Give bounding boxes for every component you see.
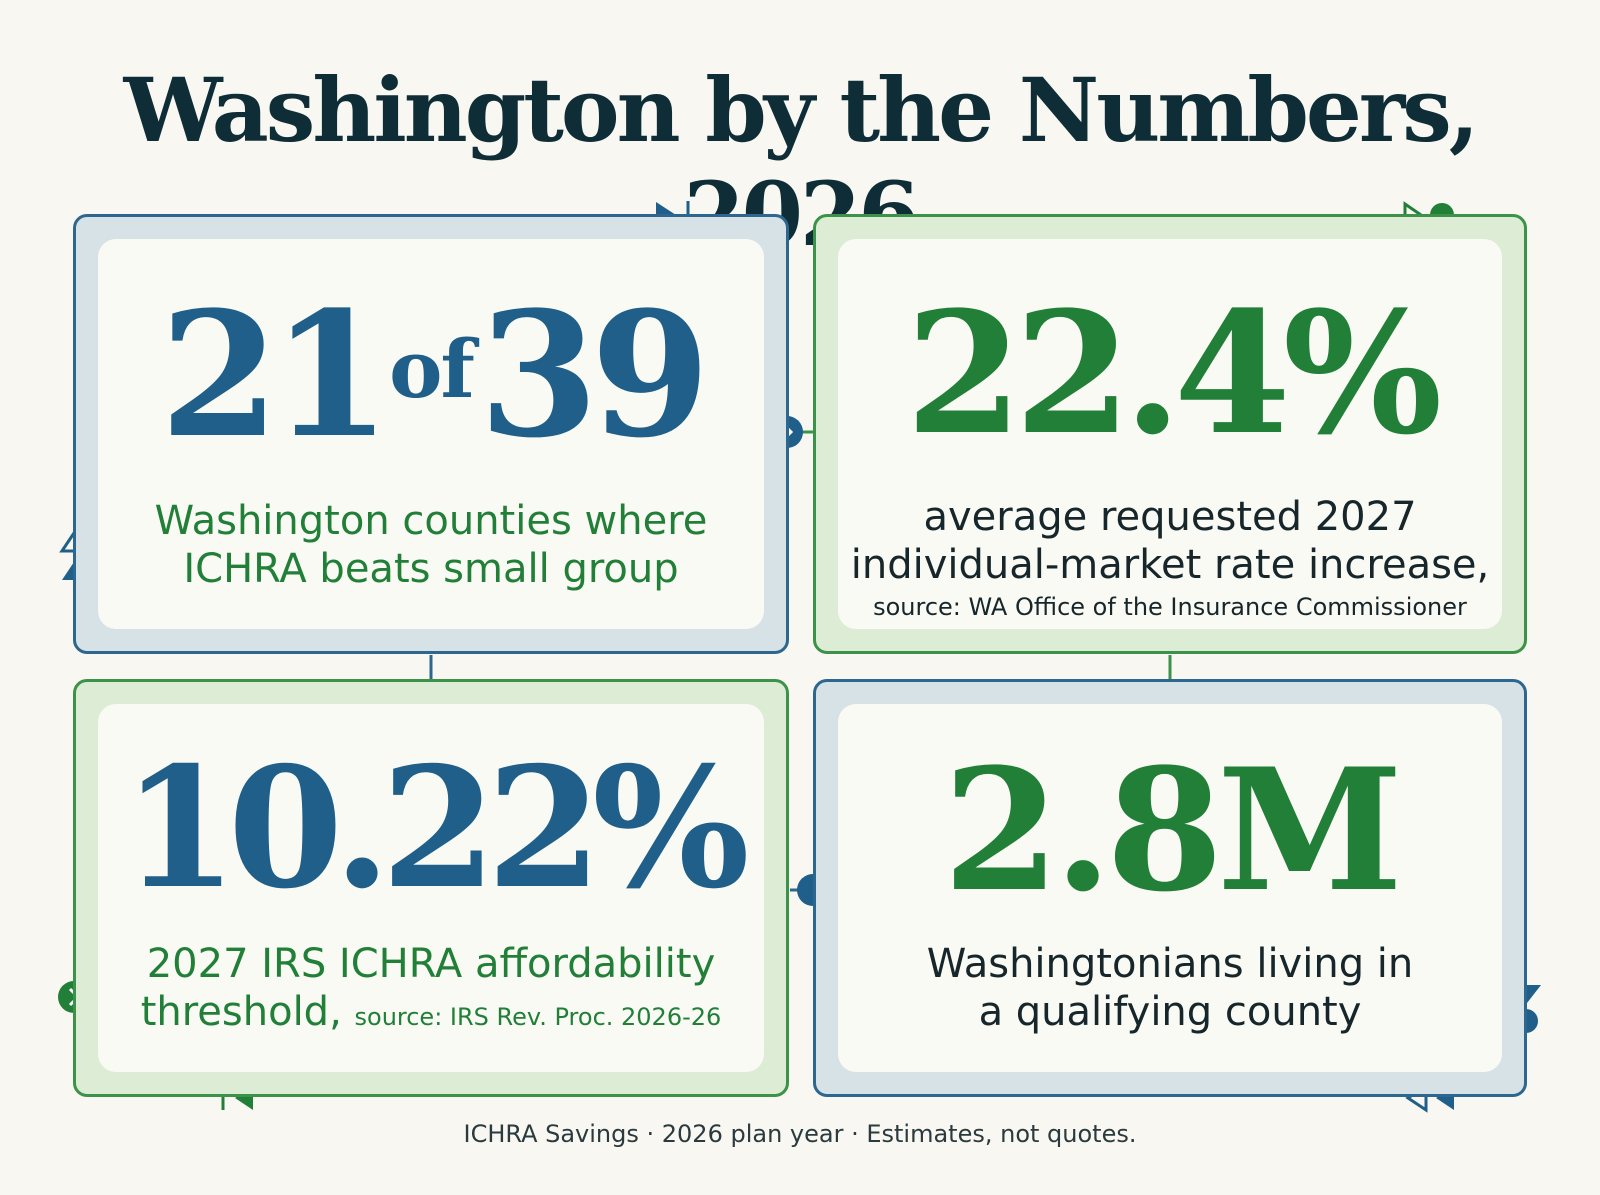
footer-note: ICHRA Savings · 2026 plan year · Estimat…	[463, 1120, 1137, 1148]
stat-source: source: IRS Rev. Proc. 2026-26	[354, 1003, 722, 1031]
card-inner	[838, 239, 1502, 629]
stat-label: average requested 2027 individual-market…	[816, 493, 1524, 622]
stat-value-a: 21	[159, 273, 391, 476]
stat-card-counties: 21of39 Washington counties where ICHRA b…	[73, 214, 789, 654]
stat-label: Washingtonians living in a qualifying co…	[816, 940, 1524, 1036]
label-line: individual-market rate increase,	[850, 542, 1490, 588]
label-line: 2027 IRS ICHRA affordability	[146, 941, 716, 987]
stat-label: 2027 IRS ICHRA affordability threshold, …	[76, 940, 786, 1036]
stat-joiner: of	[389, 322, 475, 416]
stat-value-b: 39	[478, 273, 710, 476]
label-line: a qualifying county	[978, 989, 1362, 1035]
stat-source: source: WA Office of the Insurance Commi…	[873, 593, 1467, 621]
stat-card-population: 2.8M Washingtonians living in a qualifyi…	[813, 679, 1527, 1097]
card-inner	[838, 704, 1502, 1072]
label-line: threshold,	[140, 989, 342, 1035]
label-line: ICHRA beats small group	[183, 546, 679, 592]
card-inner	[98, 704, 764, 1072]
stat-card-affordability: 10.22% 2027 IRS ICHRA affordability thre…	[73, 679, 789, 1097]
stat-value: 10.22%	[122, 731, 750, 926]
label-line: Washingtonians living in	[926, 941, 1414, 987]
stat-label: Washington counties where ICHRA beats sm…	[76, 497, 786, 593]
stat-value: 22.4%	[905, 274, 1443, 472]
stat-value: 2.8M	[942, 731, 1403, 929]
card-inner	[98, 239, 764, 629]
label-line: Washington counties where	[154, 498, 708, 544]
label-line: average requested 2027	[923, 494, 1417, 540]
stat-card-rate-increase: 22.4% average requested 2027 individual-…	[813, 214, 1527, 654]
stat-value: 21of39	[76, 289, 786, 461]
